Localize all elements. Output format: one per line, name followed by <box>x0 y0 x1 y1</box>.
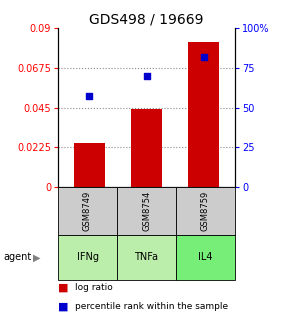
Text: ■: ■ <box>58 283 68 293</box>
Text: TNFa: TNFa <box>135 252 159 262</box>
Point <box>144 73 149 78</box>
Text: IFNg: IFNg <box>77 252 99 262</box>
Text: log ratio: log ratio <box>75 284 113 293</box>
Bar <box>176 187 235 235</box>
Text: GSM8754: GSM8754 <box>142 191 151 231</box>
Point <box>87 94 92 99</box>
Title: GDS498 / 19669: GDS498 / 19669 <box>89 13 204 27</box>
Bar <box>176 235 235 280</box>
Text: ■: ■ <box>58 301 68 311</box>
Text: GSM8749: GSM8749 <box>83 191 92 231</box>
Bar <box>74 143 105 187</box>
Point <box>201 54 206 59</box>
Text: percentile rank within the sample: percentile rank within the sample <box>75 302 229 311</box>
Text: IL4: IL4 <box>198 252 213 262</box>
Bar <box>117 235 176 280</box>
Bar <box>131 109 162 187</box>
Text: GSM8759: GSM8759 <box>201 191 210 231</box>
Bar <box>188 42 219 187</box>
Bar <box>58 187 117 235</box>
Text: agent: agent <box>3 252 31 262</box>
Text: ▶: ▶ <box>33 252 41 262</box>
Bar <box>117 187 176 235</box>
Bar <box>58 235 117 280</box>
